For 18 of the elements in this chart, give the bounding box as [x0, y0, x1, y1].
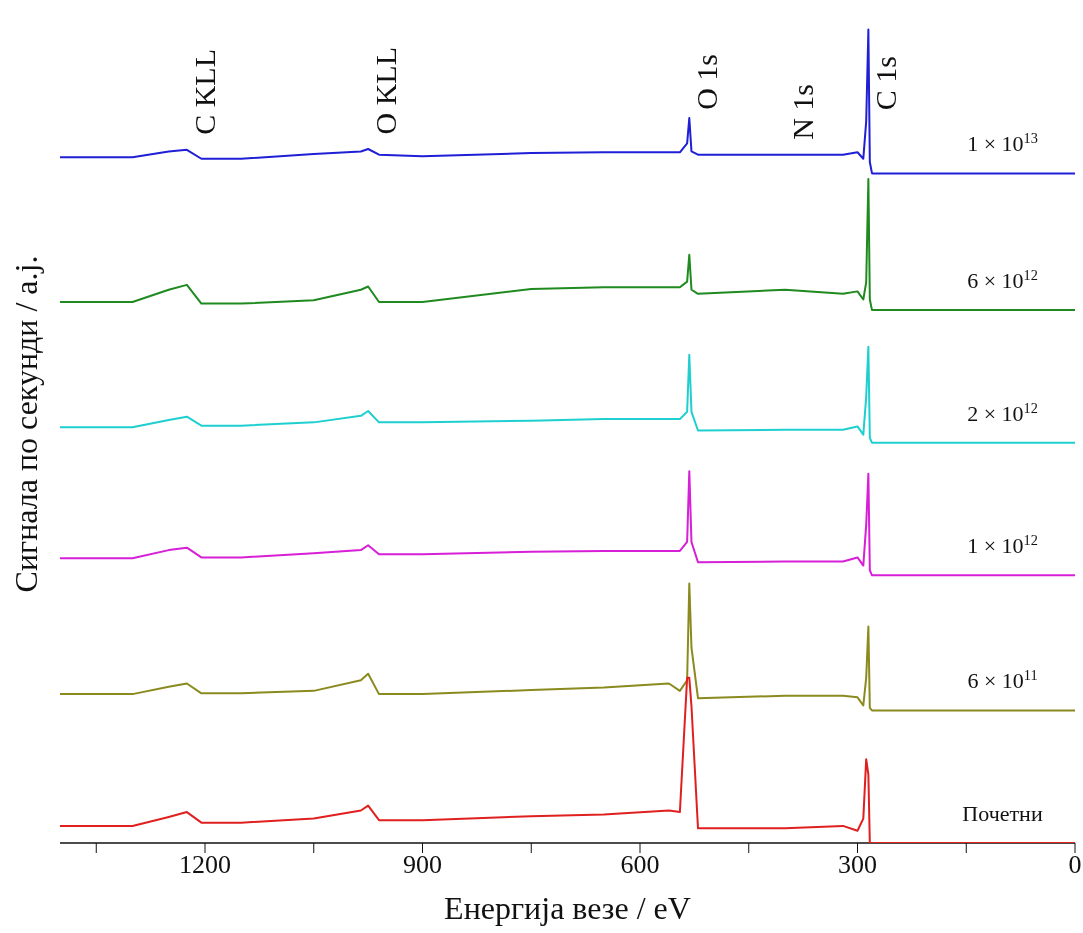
series-label: 6 × 10$^{12}$ — [967, 267, 1038, 294]
x-tick-label: 1200 — [179, 850, 231, 880]
x-axis-title: Енергија везе / eV — [444, 890, 691, 926]
series-label: 1 × 10$^{13}$ — [967, 130, 1038, 157]
series-label: 2 × 10$^{12}$ — [967, 399, 1038, 426]
annotation: C KLL — [186, 48, 222, 135]
x-tick-label: 600 — [620, 850, 660, 880]
series-label: Почетни — [962, 801, 1043, 826]
x-tick-label: 0 — [1068, 850, 1082, 880]
x-tick-label: 900 — [403, 850, 442, 880]
annotation: C 1s — [868, 55, 904, 110]
series-label: 1 × 10$^{12}$ — [967, 532, 1038, 559]
annotation: O 1s — [689, 54, 725, 110]
y-axis-title: Сигнала по секунди / a.j. — [8, 255, 45, 593]
x-tick-label: 300 — [838, 850, 877, 880]
series-label: 6 × 10$^{11}$ — [967, 667, 1038, 694]
annotation: O KLL — [368, 46, 404, 134]
annotation: N 1s — [785, 83, 820, 140]
